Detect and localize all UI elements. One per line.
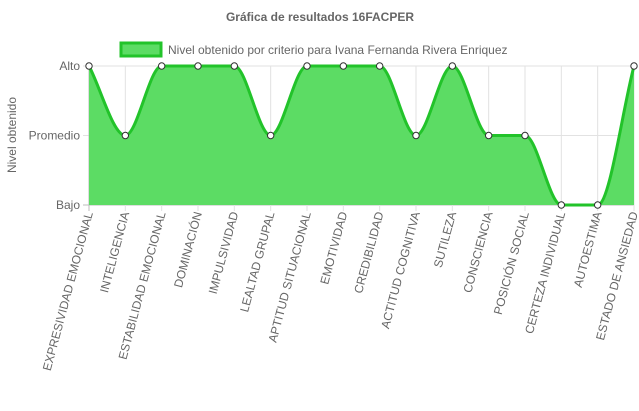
y-tick-label: Bajo bbox=[56, 198, 80, 212]
x-tick-label: CREDIBILIDAD bbox=[351, 210, 386, 295]
x-tick-label: POSICIÓN SOCIAL bbox=[490, 210, 532, 317]
data-point[interactable] bbox=[303, 62, 311, 70]
x-axis-ticks: EXPRESIVIDAD EMOCIONAL INTELIGENCIAESTABI… bbox=[40, 210, 639, 373]
data-point[interactable] bbox=[484, 131, 493, 140]
series-line bbox=[87, 64, 636, 207]
y-axis-label: Nivel obtenido bbox=[5, 97, 19, 173]
data-point[interactable] bbox=[557, 201, 566, 209]
data-point[interactable] bbox=[448, 62, 457, 70]
y-tick-label: Promedio bbox=[29, 129, 81, 143]
x-tick-label: DOMINACIÓN bbox=[170, 210, 205, 289]
data-points bbox=[85, 62, 638, 209]
data-point[interactable] bbox=[375, 62, 384, 70]
x-tick-label: SUTILEZA bbox=[431, 210, 459, 269]
legend[interactable]: Nivel obtenido por criterio para Ivana F… bbox=[119, 41, 508, 58]
data-point[interactable] bbox=[266, 131, 275, 140]
x-tick-label: INTELIGENCIA bbox=[97, 210, 132, 294]
legend-label: Nivel obtenido por criterio para Ivana F… bbox=[168, 43, 508, 57]
data-point[interactable] bbox=[194, 62, 202, 70]
series-area-fill bbox=[89, 66, 634, 205]
y-axis-ticks: Bajo Promedio Alto bbox=[29, 59, 81, 212]
data-point[interactable] bbox=[230, 62, 239, 70]
x-tick-label: LEALTAD GRUPAL bbox=[237, 210, 277, 314]
y-tick-label: Alto bbox=[59, 59, 80, 73]
data-point[interactable] bbox=[412, 131, 420, 140]
legend-swatch bbox=[119, 41, 163, 58]
data-point[interactable] bbox=[521, 131, 529, 140]
chart-title: Gráfica de resultados 16FACPER bbox=[226, 10, 414, 24]
x-tick-label: ACTITUD COGNITIVA bbox=[378, 210, 423, 330]
x-tick-label: EMOTIVIDAD bbox=[317, 210, 350, 286]
x-tick-label: IMPULSIVIDAD bbox=[206, 210, 242, 296]
data-point[interactable] bbox=[630, 62, 638, 70]
data-point[interactable] bbox=[85, 62, 93, 70]
x-tick-label: AUTOESTIMA bbox=[571, 210, 605, 289]
data-point[interactable] bbox=[339, 62, 348, 70]
x-tick-label: CERTEZA INDIVIDUAL bbox=[522, 210, 568, 335]
data-point[interactable] bbox=[157, 62, 166, 70]
data-point[interactable] bbox=[121, 131, 130, 140]
x-tick-label: EXPRESIVIDAD EMOCIONAL bbox=[40, 210, 96, 372]
x-tick-label: CONSCIENCIA bbox=[460, 210, 495, 294]
data-point[interactable] bbox=[593, 201, 602, 209]
